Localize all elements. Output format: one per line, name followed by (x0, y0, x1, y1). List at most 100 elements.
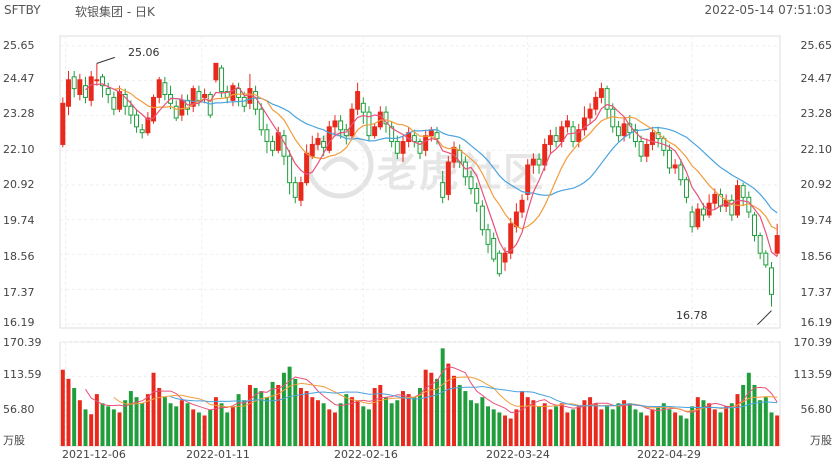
price-axis-label-right: 16.19 (800, 316, 833, 329)
volume-bar (145, 394, 150, 446)
candle-body (111, 96, 117, 110)
candle-body (417, 141, 423, 154)
candle-body (162, 82, 168, 95)
volume-bar (667, 409, 672, 446)
volume-bar (128, 391, 133, 446)
low-annotation-leader (757, 310, 772, 326)
volume-bar (406, 394, 411, 446)
volume-bar (332, 412, 337, 446)
candle-body (440, 182, 446, 198)
volume-bar (497, 412, 502, 446)
volume-bar (60, 369, 65, 446)
low-price-annotation: 16.78 (676, 309, 708, 322)
candle-body (621, 123, 627, 137)
volume-bar (678, 415, 683, 446)
price-axis-label-right: 20.92 (800, 178, 833, 191)
price-axis-label-left: 17.37 (3, 286, 35, 299)
candle-body (649, 132, 655, 145)
candle-body (502, 252, 508, 263)
candle-body (542, 143, 548, 166)
volume-bar (588, 397, 593, 446)
candle-body (360, 102, 366, 113)
volume-bar (463, 391, 468, 446)
candle-body (763, 252, 769, 266)
volume-axis-label-left: 170.39 (3, 336, 42, 349)
candle-body (389, 126, 395, 143)
volume-bar (213, 397, 218, 446)
date-axis-label: 2021-12-06 (62, 448, 126, 461)
candle-body (202, 93, 208, 98)
volume-bar (712, 409, 717, 446)
volume-bar (627, 403, 632, 446)
candle-body (372, 126, 378, 137)
candle-body (757, 235, 763, 254)
volume-bar (576, 406, 581, 446)
volume-bar (531, 400, 536, 446)
volume-bar (571, 409, 576, 446)
volume-bar (151, 372, 156, 446)
volume-bar (491, 409, 496, 446)
volume-bar (582, 400, 587, 446)
candle-body (241, 96, 247, 107)
candle-body (179, 99, 185, 116)
volume-bar (633, 409, 638, 446)
volume-bar (469, 400, 474, 446)
candle-body (536, 158, 542, 166)
volume-bar (310, 397, 315, 446)
volume-axis-label-right: 113.59 (793, 368, 833, 381)
candle-body (173, 105, 179, 119)
candle-body (128, 105, 134, 116)
volume-bar (718, 412, 723, 446)
volume-bar (361, 406, 366, 446)
volume-bar (395, 400, 400, 446)
volume-bar (77, 400, 82, 446)
candle-body (315, 138, 321, 145)
candle-body (309, 143, 315, 157)
price-axis-label-right: 24.47 (800, 72, 833, 85)
datetime-label: 2022-05-14 07:51:03 (704, 3, 832, 17)
volume-bar (701, 400, 706, 446)
candle-body (383, 111, 389, 125)
volume-bar (247, 384, 252, 446)
volume-bar (66, 378, 71, 446)
volume-bar (554, 406, 559, 446)
stock-name-label: 软银集团 - 日K (75, 5, 155, 19)
candle-body (508, 223, 514, 254)
price-panel-frame (59, 35, 781, 329)
volume-bar (338, 403, 343, 446)
volume-bar (599, 409, 604, 446)
volume-bar (355, 400, 360, 446)
volume-bar (196, 412, 201, 446)
volume-bar (695, 397, 700, 446)
volume-bar (412, 397, 417, 446)
date-axis-label: 2022-01-11 (186, 448, 250, 461)
volume-bar (610, 409, 615, 446)
candle-body (479, 205, 485, 231)
candle-body (66, 79, 71, 107)
price-axis-label-right: 22.10 (800, 143, 833, 156)
volume-bar (264, 397, 269, 446)
volume-bar (298, 388, 303, 446)
volume-bar (287, 366, 292, 446)
candle-body (287, 155, 293, 184)
volume-bar (293, 378, 298, 446)
candle-body (666, 149, 672, 169)
candle-body (213, 62, 219, 81)
candle-body (156, 79, 162, 98)
candle-body (530, 158, 536, 166)
date-axis-label: 2022-04-29 (637, 448, 701, 461)
volume-bar (593, 403, 598, 446)
candle-body (553, 135, 559, 143)
volume-bar (474, 403, 479, 446)
volume-bar (746, 372, 751, 446)
volume-bar (157, 388, 162, 446)
candle-body (366, 111, 372, 137)
candle-body (729, 199, 735, 216)
candle-body (615, 126, 621, 137)
price-axis-label-left: 25.65 (3, 39, 35, 52)
volume-bar (304, 391, 309, 446)
candle-body (230, 85, 236, 101)
volume-bar (446, 363, 451, 446)
candle-body (77, 79, 83, 95)
